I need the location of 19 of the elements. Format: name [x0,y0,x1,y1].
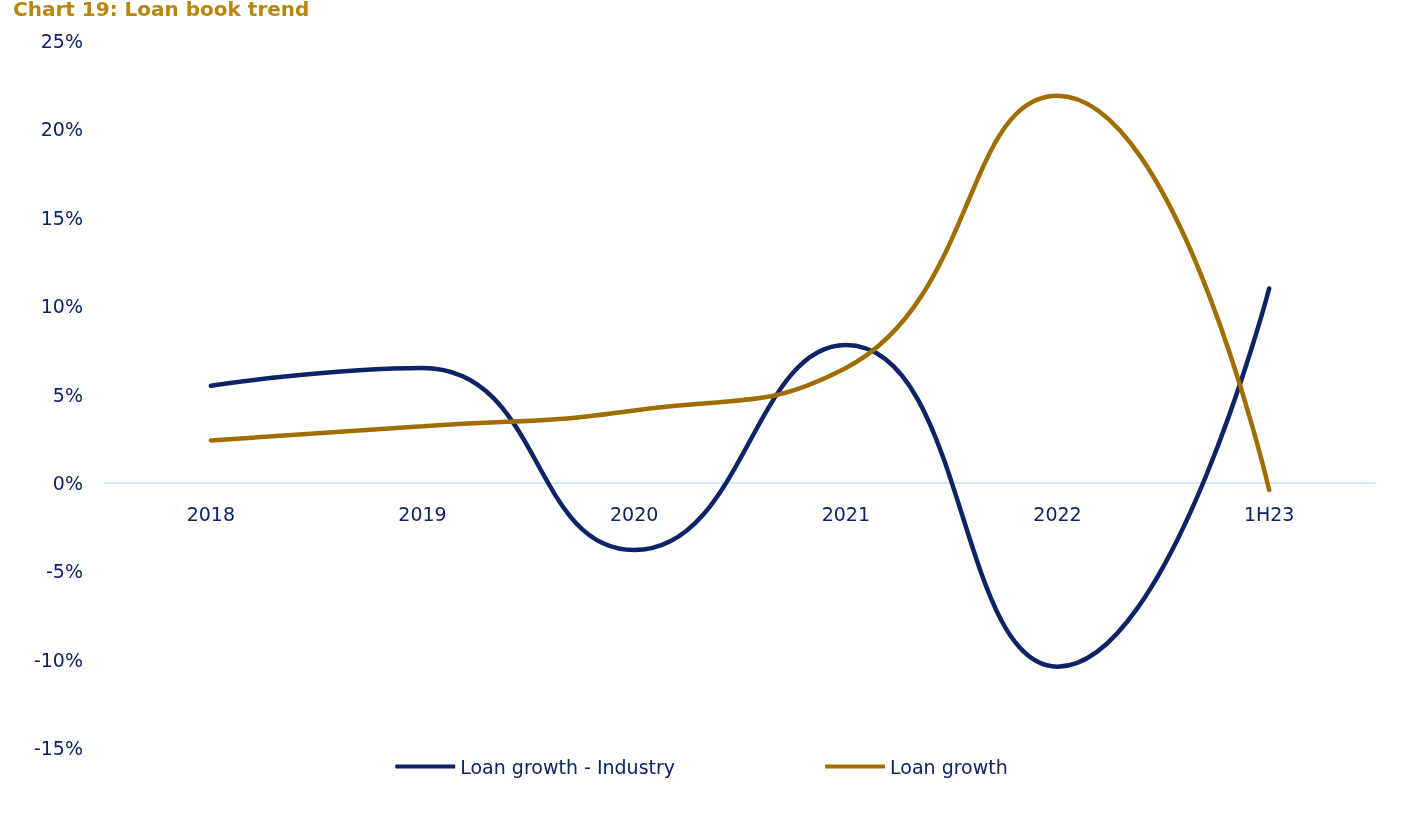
line-series [208,93,1272,493]
x-tick-label: 2022 [1033,503,1082,526]
legend-label: Loan growth - Industry [460,755,676,778]
y-tick-label: -5% [46,560,83,583]
y-tick-label: 10% [40,295,83,318]
y-tick-label: 20% [40,118,83,141]
y-tick-label: 5% [52,383,83,406]
x-tick-label: 1H23 [1243,503,1295,526]
x-tick-label: 2019 [398,503,447,526]
y-tick-label: 25% [40,30,83,52]
y-tick-label: -10% [33,648,83,671]
chart-title: Chart 19: Loan book trend [13,0,310,21]
x-tick-label: 2021 [821,503,871,526]
legend-label: Loan growth [890,755,1008,778]
y-tick-label: -15% [33,737,83,759]
x-tick-label: 2018 [186,503,236,526]
x-tick-label: 2020 [609,503,659,526]
y-tick-label: 15% [40,206,83,229]
y-tick-label: 0% [52,471,83,494]
